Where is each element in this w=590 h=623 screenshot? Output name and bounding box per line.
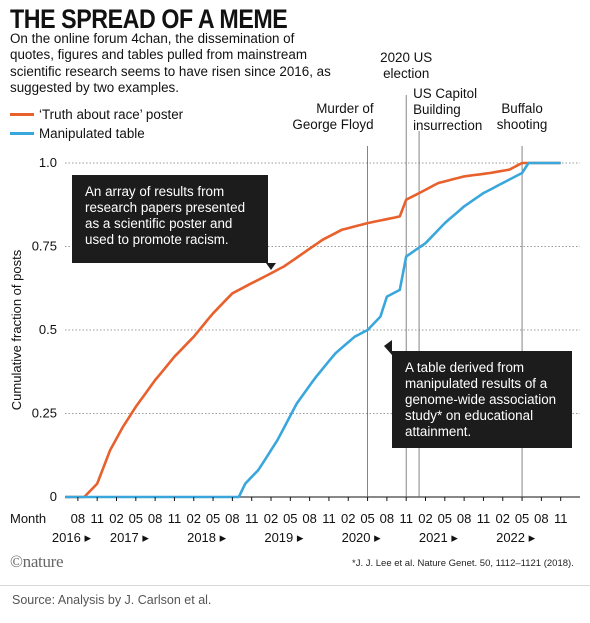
event-label: 2020 US [380, 50, 432, 65]
x-tick-label: 08 [457, 511, 471, 526]
annotation-text: attainment. [405, 424, 471, 439]
x-tick-label: 05 [515, 511, 529, 526]
y-tick-label: 1.0 [39, 155, 57, 170]
x-tick-label: 02 [496, 511, 510, 526]
x-tick-label: 08 [71, 511, 85, 526]
annotation-text: research papers presented [85, 200, 245, 215]
y-tick-label: 0.75 [32, 239, 57, 254]
x-tick-label: 02 [264, 511, 278, 526]
x-tick-label: 02 [109, 511, 123, 526]
x-tick-label: 08 [302, 511, 316, 526]
event-label: George Floyd [292, 117, 373, 132]
footer-divider [0, 585, 590, 586]
annotation-pointer [384, 340, 392, 355]
x-tick-label: 11 [399, 511, 413, 526]
annotation-text: An array of results from [85, 184, 224, 199]
year-label: 2018 ▸ [187, 530, 227, 545]
annotation-text: as a scientific poster and [85, 216, 232, 231]
event-label: shooting [497, 117, 548, 132]
series-line-table [65, 161, 561, 499]
x-tick-label: 11 [477, 511, 491, 526]
x-tick-label: 02 [418, 511, 432, 526]
x-tick-label: 11 [168, 511, 182, 526]
x-tick-label: 11 [90, 511, 104, 526]
source-line: Source: Analysis by J. Carlson et al. [12, 593, 212, 607]
chart: 0 0.25 0.5 0.75 1.0 Cumulative fraction of po… [9, 50, 580, 545]
event-label: Murder of [316, 101, 374, 116]
event-label: Buffalo [501, 101, 542, 116]
x-axis-prefix: Month [10, 511, 46, 526]
legend-label-poster: ‘Truth about race’ poster [39, 107, 184, 122]
y-tick-label: 0.25 [32, 406, 57, 421]
annotation-text: study* on educational [405, 408, 533, 423]
annotation-text: used to promote racism. [85, 232, 229, 247]
annotation-box [72, 175, 268, 263]
year-label: 2022 ▸ [496, 530, 536, 545]
annotation-box [392, 351, 572, 448]
legend-item-table: Manipulated table [10, 126, 145, 141]
year-label: 2021 ▸ [419, 530, 459, 545]
x-tick-label: 08 [534, 511, 548, 526]
series-line-poster [65, 161, 561, 499]
x-tick-label: 11 [322, 511, 336, 526]
footnote: *J. J. Lee et al. Nature Genet. 50, 1112… [352, 558, 574, 569]
y-tick-label: 0 [50, 489, 57, 504]
legend-swatch-blue [10, 132, 34, 135]
x-tick-label: 05 [438, 511, 452, 526]
year-label: 2019 ▸ [264, 530, 304, 545]
x-tick-label: 05 [206, 511, 220, 526]
year-label: 2016 ▸ [52, 530, 92, 545]
annotation-text: manipulated results of a [405, 376, 548, 391]
nature-logo: ©nature [10, 552, 64, 571]
annotation-text: genome-wide association [405, 392, 556, 407]
x-tick-label: 05 [360, 511, 374, 526]
y-axis-label: Cumulative fraction of posts [9, 249, 24, 410]
event-label: US Capitol [413, 86, 477, 101]
x-tick-label: 02 [341, 511, 355, 526]
year-label: 2017 ▸ [110, 530, 150, 545]
annotation-pointer [266, 263, 276, 270]
annotation-text: A table derived from [405, 360, 524, 375]
y-tick-label: 0.5 [39, 322, 57, 337]
x-tick-label: 02 [187, 511, 201, 526]
legend-item-poster: ‘Truth about race’ poster [10, 107, 183, 122]
x-tick-label: 08 [225, 511, 239, 526]
legend-swatch-orange [10, 113, 34, 116]
x-tick-label: 08 [380, 511, 394, 526]
x-tick-label: 05 [283, 511, 297, 526]
x-tick-label: 11 [245, 511, 259, 526]
x-tick-label: 11 [554, 511, 568, 526]
x-tick-label: 05 [129, 511, 143, 526]
year-label: 2020 ▸ [342, 530, 382, 545]
page-title: THE SPREAD OF A MEME [10, 4, 288, 34]
event-label: Building [413, 102, 461, 117]
event-label: election [383, 66, 429, 81]
event-label: insurrection [413, 118, 482, 133]
x-tick-label: 08 [148, 511, 162, 526]
legend-label-table: Manipulated table [39, 126, 145, 141]
chart-subtitle: On the online forum 4chan, the dissemina… [10, 31, 331, 95]
